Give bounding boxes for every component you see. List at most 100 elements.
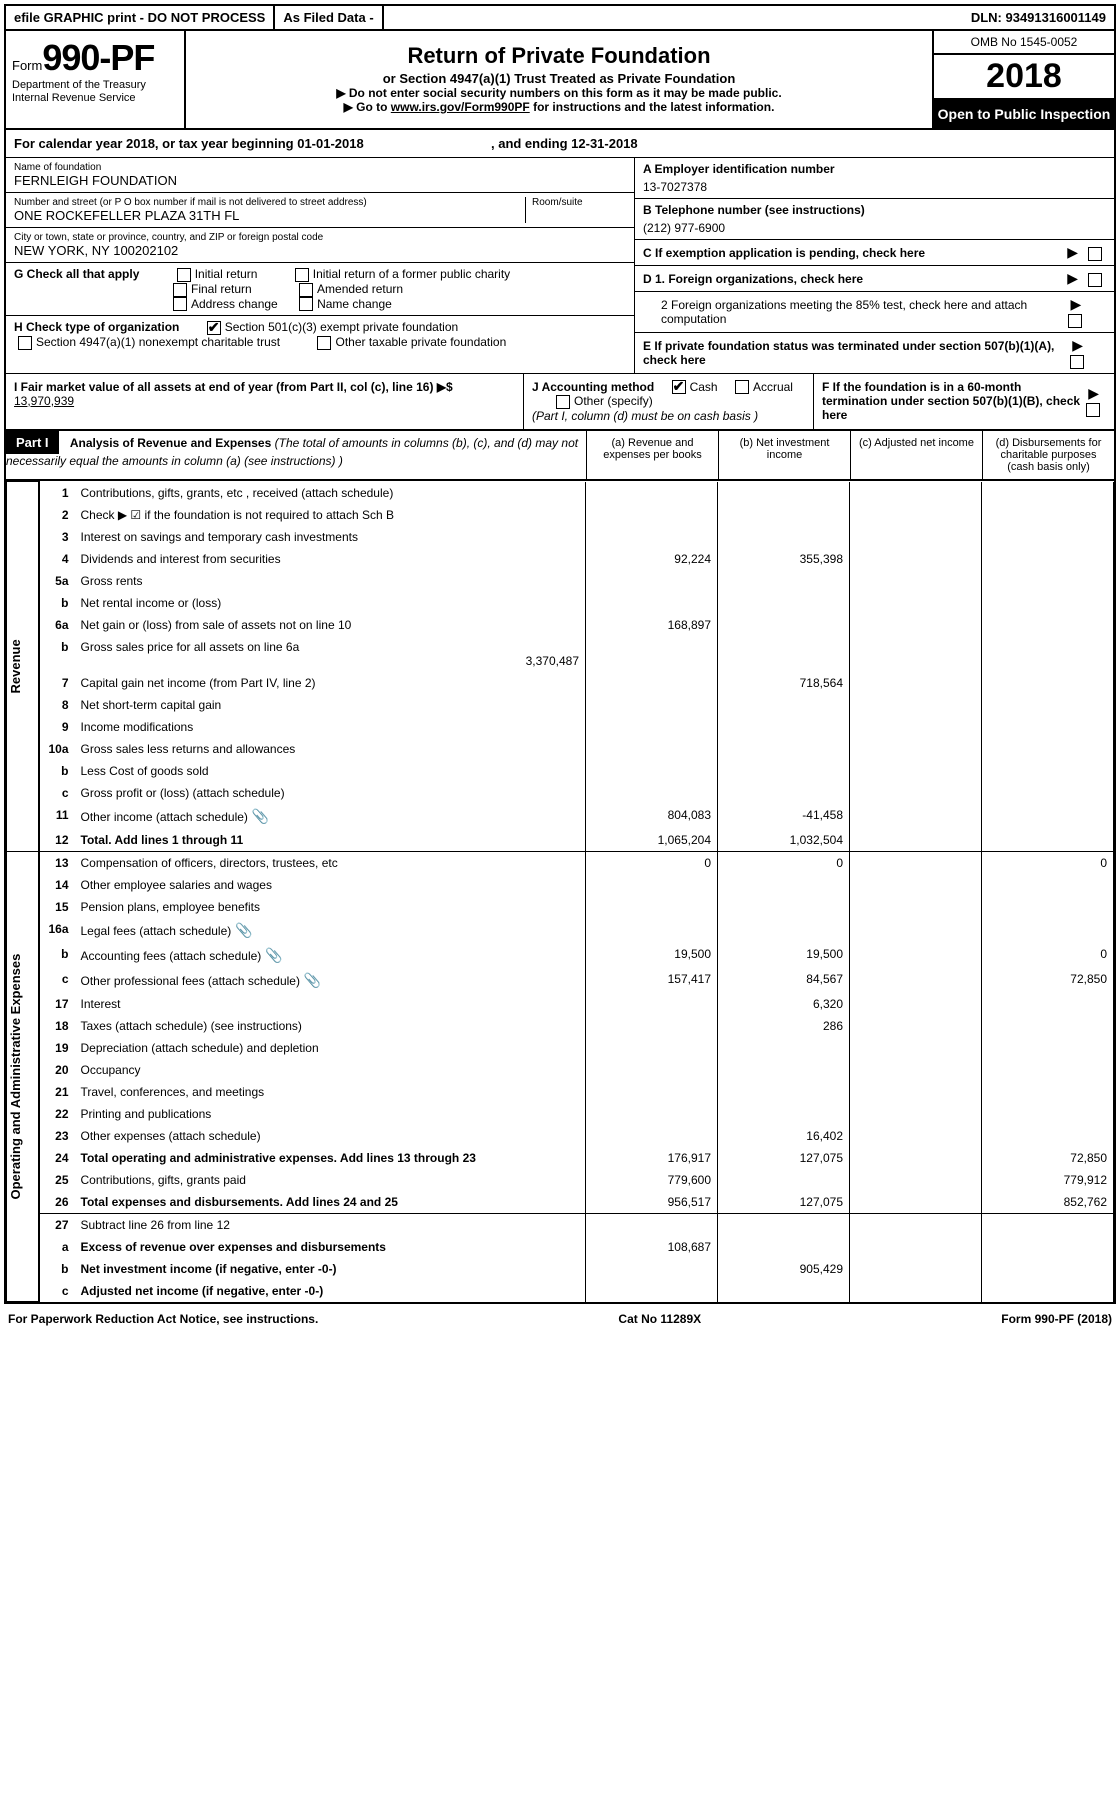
amount-cell: [586, 782, 718, 804]
amount-cell: 0: [982, 943, 1114, 968]
form-number: 990-PF: [42, 37, 154, 78]
amount-cell: [718, 918, 850, 943]
amount-cell: [850, 851, 982, 874]
amount-cell: [586, 694, 718, 716]
ein-label: A Employer identification number: [643, 162, 1106, 176]
amount-cell: [850, 504, 982, 526]
amount-cell: [850, 526, 982, 548]
note2: ▶ Go to www.irs.gov/Form990PF for instru…: [192, 100, 926, 114]
line-number: c: [39, 1280, 75, 1302]
line-number: 9: [39, 716, 75, 738]
amount-cell: 84,567: [718, 968, 850, 993]
chk-501c3[interactable]: [207, 321, 221, 335]
amount-cell: 72,850: [982, 1147, 1114, 1169]
chk-e[interactable]: [1070, 355, 1084, 369]
amount-cell: [850, 804, 982, 829]
line-desc: Contributions, gifts, grants paid: [75, 1169, 586, 1191]
part1-header: Part I Analysis of Revenue and Expenses …: [6, 431, 1114, 481]
chk-final-return[interactable]: [173, 283, 187, 297]
amount-cell: 127,075: [718, 1147, 850, 1169]
amount-cell: [586, 918, 718, 943]
amount-cell: [718, 1169, 850, 1191]
line-desc: Contributions, gifts, grants, etc , rece…: [75, 482, 586, 504]
line-number: c: [39, 968, 75, 993]
line-desc: Net investment income (if negative, ente…: [75, 1258, 586, 1280]
attachment-icon[interactable]: 📎: [300, 972, 321, 988]
amount-cell: [850, 614, 982, 636]
line-number: 22: [39, 1103, 75, 1125]
amount-cell: [718, 1037, 850, 1059]
attachment-icon[interactable]: 📎: [231, 922, 252, 938]
amount-cell: [586, 896, 718, 918]
amount-cell: [850, 874, 982, 896]
part1-title: Analysis of Revenue and Expenses: [70, 436, 271, 450]
chk-address-change[interactable]: [173, 297, 187, 311]
chk-c[interactable]: [1088, 247, 1102, 261]
table-row: Operating and Administrative Expenses13C…: [7, 851, 1114, 874]
chk-f[interactable]: [1086, 403, 1100, 417]
amount-cell: [982, 738, 1114, 760]
line-desc: Capital gain net income (from Part IV, l…: [75, 672, 586, 694]
amount-cell: [586, 760, 718, 782]
chk-name-change[interactable]: [299, 297, 313, 311]
asfiled-label: As Filed Data -: [275, 6, 383, 29]
chk-accrual[interactable]: [735, 380, 749, 394]
attachment-icon[interactable]: 📎: [261, 947, 282, 963]
line-number: 8: [39, 694, 75, 716]
chk-d2[interactable]: [1068, 314, 1082, 328]
section-d2: 2 Foreign organizations meeting the 85% …: [635, 292, 1114, 333]
chk-other-method[interactable]: [556, 395, 570, 409]
chk-cash[interactable]: [672, 380, 686, 394]
line-desc: Net short-term capital gain: [75, 694, 586, 716]
line-number: 7: [39, 672, 75, 694]
amount-cell: [718, 482, 850, 504]
amount-cell: [982, 1258, 1114, 1280]
amount-cell: [586, 1037, 718, 1059]
table-row: 20Occupancy: [7, 1059, 1114, 1081]
table-row: cGross profit or (loss) (attach schedule…: [7, 782, 1114, 804]
header-left: Form990-PF Department of the Treasury In…: [6, 31, 186, 128]
chk-initial-return[interactable]: [177, 268, 191, 282]
amount-cell: [850, 1213, 982, 1236]
amount-cell: 168,897: [586, 614, 718, 636]
amount-cell: [586, 1125, 718, 1147]
amount-cell: [982, 993, 1114, 1015]
footer-mid: Cat No 11289X: [618, 1312, 701, 1326]
amount-cell: [982, 1037, 1114, 1059]
amount-cell: [850, 1236, 982, 1258]
amount-cell: [586, 1015, 718, 1037]
table-row: bAccounting fees (attach schedule) 📎19,5…: [7, 943, 1114, 968]
dept1: Department of the Treasury: [12, 79, 178, 92]
amount-cell: [718, 1213, 850, 1236]
line-desc: Printing and publications: [75, 1103, 586, 1125]
attachment-icon[interactable]: 📎: [248, 808, 269, 824]
chk-amended[interactable]: [299, 283, 313, 297]
line-desc: Total operating and administrative expen…: [75, 1147, 586, 1169]
chk-other-taxable[interactable]: [317, 336, 331, 350]
line-desc: Dividends and interest from securities: [75, 548, 586, 570]
line-number: b: [39, 760, 75, 782]
amount-cell: [982, 1081, 1114, 1103]
amount-cell: [850, 968, 982, 993]
line-number: 26: [39, 1191, 75, 1214]
amount-cell: [982, 1125, 1114, 1147]
amount-cell: [982, 874, 1114, 896]
line-number: 2: [39, 504, 75, 526]
amount-cell: [718, 1103, 850, 1125]
irs-link[interactable]: www.irs.gov/Form990PF: [391, 100, 530, 114]
line-number: 3: [39, 526, 75, 548]
chk-4947[interactable]: [18, 336, 32, 350]
line-desc: Total expenses and disbursements. Add li…: [75, 1191, 586, 1214]
revenue-side-label: Revenue: [7, 482, 39, 852]
chk-d1[interactable]: [1088, 273, 1102, 287]
info-right: A Employer identification number 13-7027…: [634, 158, 1114, 373]
line-number: 10a: [39, 738, 75, 760]
amount-cell: 72,850: [982, 968, 1114, 993]
table-row: 8Net short-term capital gain: [7, 694, 1114, 716]
amount-cell: 355,398: [718, 548, 850, 570]
amount-cell: [586, 526, 718, 548]
header: Form990-PF Department of the Treasury In…: [6, 31, 1114, 130]
chk-initial-public[interactable]: [295, 268, 309, 282]
line-number: 17: [39, 993, 75, 1015]
line-number: 14: [39, 874, 75, 896]
